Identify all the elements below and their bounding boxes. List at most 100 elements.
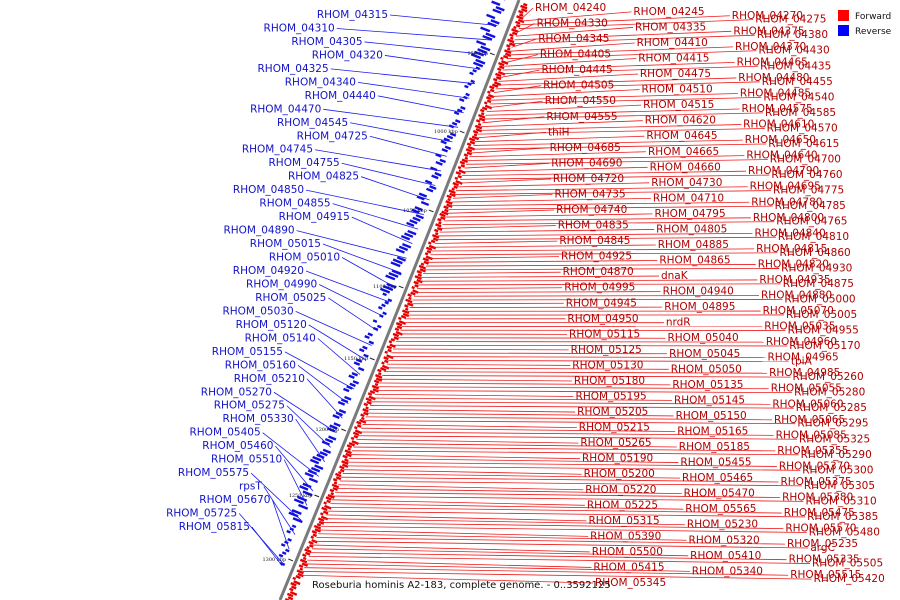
position-ticks: 950 kbp 1000 kbp 1050 kbp 1100 kbp 1150 kbp 1…	[262, 51, 495, 563]
forward-leader	[362, 424, 577, 428]
forward-feature-glyph	[461, 158, 469, 163]
forward-feature-glyph	[439, 212, 446, 218]
forward-feature-glyph	[360, 413, 365, 418]
reverse-feature-glyph	[416, 195, 425, 201]
forward-leader	[379, 382, 671, 386]
reverse-leader	[295, 311, 372, 346]
reverse-feature-glyph	[439, 158, 446, 164]
reverse-feature-glyph	[415, 214, 424, 220]
legend-forward-label: Forward	[855, 12, 891, 22]
forward-gene-label: RHOM_05165	[677, 425, 748, 437]
forward-leader	[488, 100, 543, 109]
forward-feature-glyph	[297, 572, 304, 578]
forward-leader	[499, 69, 540, 78]
reverse-feature-glyph	[418, 192, 428, 198]
forward-gene-label: RHOM_04415	[638, 53, 709, 65]
reverse-feature-glyph	[352, 380, 360, 385]
forward-gene-label: RHOM_04455	[762, 76, 833, 88]
forward-feature-glyph	[436, 226, 443, 231]
forward-feature-glyph	[344, 458, 349, 463]
forward-feature-glyph	[477, 113, 486, 119]
forward-feature-glyph	[374, 382, 379, 387]
reverse-feature-glyph	[324, 437, 334, 444]
reverse-feature-glyph	[293, 498, 304, 505]
forward-feature-glyph	[354, 429, 363, 435]
forward-feature-glyph	[437, 217, 442, 222]
forward-feature-glyph	[395, 321, 403, 327]
forward-gene-label: argC	[810, 542, 835, 554]
reverse-feature-glyph	[319, 451, 328, 457]
forward-feature-glyph	[396, 325, 403, 330]
forward-feature-glyph	[466, 142, 472, 147]
forward-feature-glyph	[371, 384, 380, 390]
forward-leader	[395, 341, 764, 343]
forward-leader	[501, 65, 759, 75]
forward-gene-label: RHOM_04940	[663, 286, 734, 298]
forward-feature-glyph	[368, 395, 376, 401]
forward-gene-label: RHOM_05415	[593, 561, 664, 573]
forward-feature-glyph	[335, 476, 342, 481]
tick-label: 1200 kbp	[316, 427, 340, 433]
forward-feature-glyph	[290, 582, 297, 587]
reverse-feature-glyph	[378, 306, 383, 310]
forward-gene-label: RHOM_04405	[540, 49, 611, 61]
forward-feature-glyph	[441, 210, 449, 216]
reverse-leader	[332, 203, 419, 230]
reverse-gene-label: RHOM_04745	[242, 144, 313, 156]
forward-gene-label: RHOM_05115	[569, 328, 640, 340]
forward-leader	[348, 457, 679, 463]
forward-gene-label: RHOM_05220	[585, 484, 656, 496]
reverse-gene-label: RHOM_05025	[255, 292, 326, 304]
reverse-feature-glyph	[440, 140, 447, 145]
forward-feature-glyph	[366, 400, 372, 405]
reverse-leader	[263, 486, 296, 535]
forward-gene-label: RHOM_04570	[767, 122, 838, 134]
tick-label: 1300 kbp	[262, 557, 286, 563]
forward-feature-glyph	[414, 284, 419, 288]
forward-feature-glyph	[356, 424, 362, 428]
reverse-feature-glyph	[453, 111, 460, 116]
forward-leader	[364, 420, 796, 425]
forward-gene-label: RHOM_04540	[763, 91, 834, 103]
forward-gene-label: RHOM_05340	[692, 565, 763, 577]
forward-feature-glyph	[406, 302, 414, 307]
reverse-feature-glyph	[429, 185, 437, 190]
reverse-feature-glyph	[358, 348, 365, 353]
reverse-feature-glyph	[402, 243, 412, 249]
forward-leader	[470, 147, 548, 154]
forward-feature-glyph	[483, 101, 488, 105]
reverse-leader	[305, 270, 390, 303]
reverse-feature-glyph	[297, 495, 308, 502]
forward-gene-label: RHOM_05195	[576, 391, 647, 403]
forward-feature-glyph	[306, 545, 310, 550]
tick-label: 950 kbp	[467, 51, 488, 57]
forward-leader	[514, 30, 732, 41]
forward-leader	[336, 488, 682, 495]
forward-gene-label: RHOM_05265	[580, 437, 651, 449]
forward-leader	[492, 89, 640, 97]
forward-feature-glyph	[520, 4, 528, 10]
forward-feature-glyph	[506, 47, 511, 51]
reverse-feature-glyph	[469, 71, 474, 76]
legend-reverse-label: Reverse	[855, 27, 892, 37]
forward-feature-glyph	[407, 293, 412, 298]
reverse-leader	[284, 351, 355, 390]
forward-gene-label: RHOM_04505	[543, 80, 614, 92]
forward-leader	[443, 217, 751, 222]
forward-feature-glyph	[342, 463, 349, 469]
forward-feature-glyph	[286, 592, 294, 598]
forward-feature-glyph	[386, 345, 393, 350]
forward-leader	[520, 15, 730, 26]
reverse-feature-glyph	[465, 92, 470, 97]
forward-gene-label: RHOM_04965	[767, 352, 838, 364]
forward-gene-label: RHOM_04485	[740, 87, 811, 99]
forward-gene-label: RHOM_05455	[680, 457, 751, 469]
forward-gene-label: RHOM_04445	[541, 64, 612, 76]
reverse-feature-glyph	[443, 137, 451, 142]
reverse-feature-glyph	[298, 503, 309, 510]
forward-feature-glyph	[517, 18, 525, 24]
forward-leader	[325, 514, 587, 522]
forward-leader	[365, 416, 772, 421]
forward-leader	[479, 124, 742, 131]
forward-gene-label: RHOM_04645	[646, 130, 717, 142]
